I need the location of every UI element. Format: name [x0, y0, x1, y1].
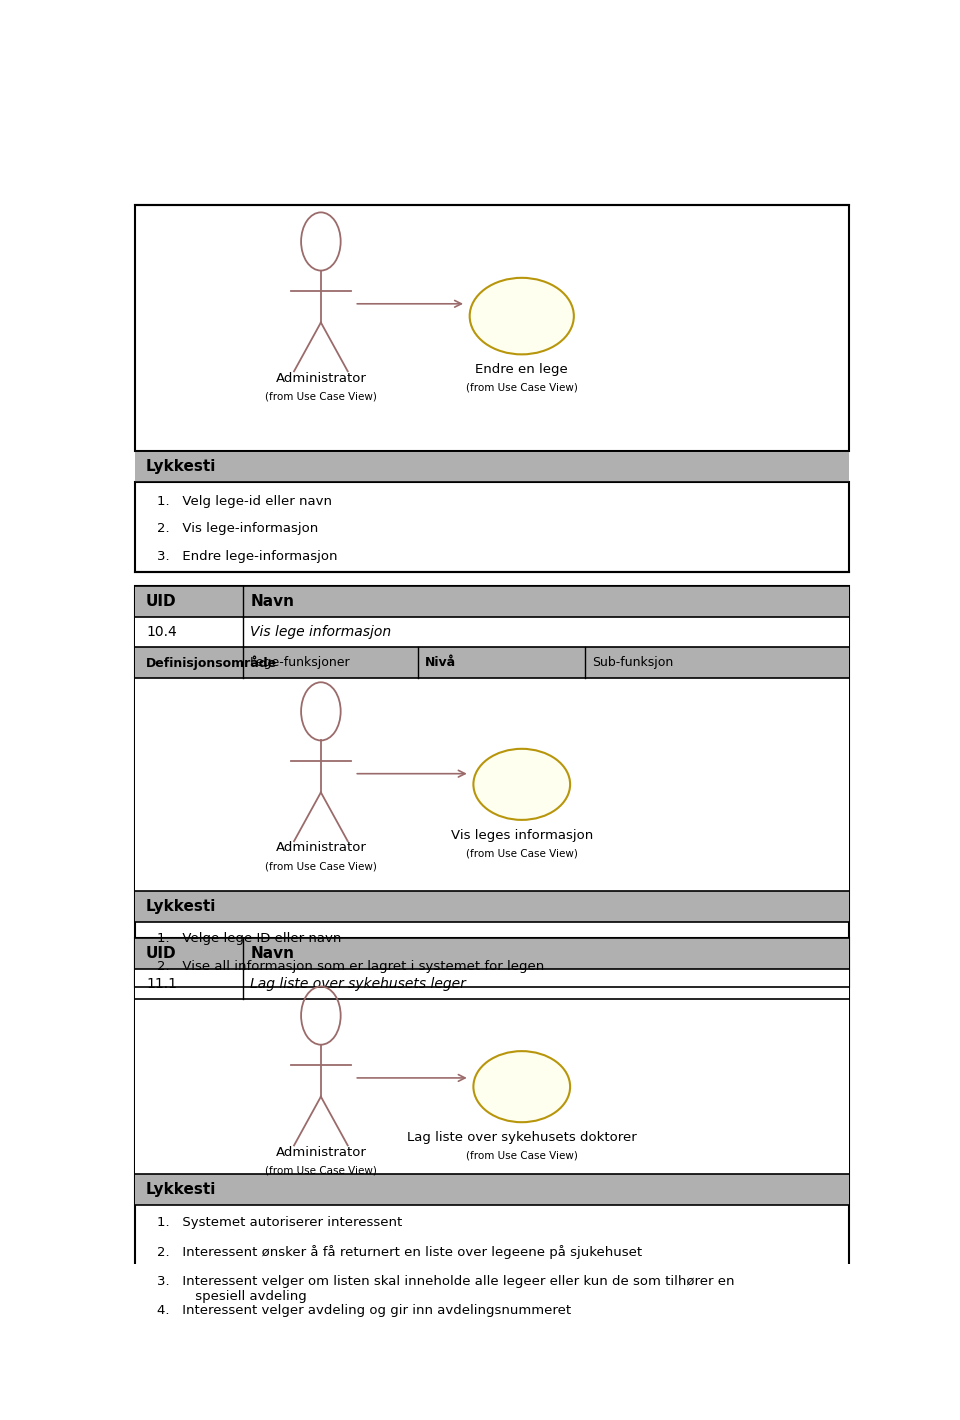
Text: (from Use Case View): (from Use Case View): [466, 848, 578, 858]
Text: (from Use Case View): (from Use Case View): [466, 383, 578, 393]
Text: Lege-funksjoner: Lege-funksjoner: [251, 656, 350, 669]
Text: Lag liste over sykehusets leger: Lag liste over sykehusets leger: [251, 977, 466, 991]
Text: Vis leges informasjon: Vis leges informasjon: [450, 829, 593, 842]
Text: Nivå: Nivå: [425, 656, 456, 669]
Text: Lykkesti: Lykkesti: [146, 1181, 216, 1197]
FancyBboxPatch shape: [134, 939, 849, 1333]
Text: Sub-funksjon: Sub-funksjon: [592, 656, 674, 669]
Text: 1.   Velge lege ID eller navn: 1. Velge lege ID eller navn: [157, 933, 342, 946]
Ellipse shape: [469, 278, 574, 355]
FancyBboxPatch shape: [134, 1000, 849, 1174]
Ellipse shape: [473, 748, 570, 819]
Text: Lag liste over sykehusets doktorer: Lag liste over sykehusets doktorer: [407, 1130, 636, 1145]
Text: (from Use Case View): (from Use Case View): [265, 392, 377, 402]
FancyBboxPatch shape: [134, 939, 849, 968]
FancyBboxPatch shape: [134, 968, 849, 1000]
Text: 2.   Vise all informasjon som er lagret i systemet for legen: 2. Vise all informasjon som er lagret i …: [157, 960, 544, 973]
FancyBboxPatch shape: [134, 648, 849, 677]
Text: 2.   Interessent ønsker å få returnert en liste over legeene på sjukehuset: 2. Interessent ønsker å få returnert en …: [157, 1245, 642, 1260]
FancyBboxPatch shape: [134, 616, 849, 648]
Text: UID: UID: [146, 594, 177, 609]
Text: (from Use Case View): (from Use Case View): [466, 1150, 578, 1160]
Ellipse shape: [473, 1051, 570, 1122]
Text: (from Use Case View): (from Use Case View): [265, 1166, 377, 1176]
FancyBboxPatch shape: [134, 1174, 849, 1204]
FancyBboxPatch shape: [134, 481, 849, 572]
Text: (from Use Case View): (from Use Case View): [265, 861, 377, 870]
FancyBboxPatch shape: [134, 677, 849, 890]
FancyBboxPatch shape: [134, 890, 849, 922]
Text: 10.4: 10.4: [146, 625, 177, 639]
FancyBboxPatch shape: [134, 206, 849, 452]
FancyBboxPatch shape: [134, 586, 849, 616]
Text: Navn: Navn: [251, 594, 294, 609]
Text: 1.   Systemet autoriserer interessent: 1. Systemet autoriserer interessent: [157, 1216, 402, 1228]
Text: Administrator: Administrator: [276, 372, 367, 385]
FancyBboxPatch shape: [134, 452, 849, 481]
Text: Endre en lege: Endre en lege: [475, 364, 568, 376]
Text: 3.   Endre lege-informasjon: 3. Endre lege-informasjon: [157, 550, 338, 562]
FancyBboxPatch shape: [134, 586, 849, 987]
Text: 4.   Interessent velger avdeling og gir inn avdelingsnummeret: 4. Interessent velger avdeling og gir in…: [157, 1304, 571, 1318]
Text: 11.1: 11.1: [146, 977, 177, 991]
Text: Lykkesti: Lykkesti: [146, 459, 216, 474]
Text: 2.   Vis lege-informasjon: 2. Vis lege-informasjon: [157, 523, 319, 535]
Text: UID: UID: [146, 946, 177, 961]
Text: Administrator: Administrator: [276, 1146, 367, 1159]
Text: 1.   Velg lege-id eller navn: 1. Velg lege-id eller navn: [157, 496, 332, 508]
Text: Vis lege informasjon: Vis lege informasjon: [251, 625, 392, 639]
Text: Navn: Navn: [251, 946, 294, 961]
Text: Administrator: Administrator: [276, 842, 367, 855]
Text: Lykkesti: Lykkesti: [146, 899, 216, 913]
Text: 3.   Interessent velger om listen skal inneholde alle legeer eller kun de som ti: 3. Interessent velger om listen skal inn…: [157, 1275, 734, 1302]
Text: Definisjonsområde: Definisjonsområde: [146, 655, 277, 670]
